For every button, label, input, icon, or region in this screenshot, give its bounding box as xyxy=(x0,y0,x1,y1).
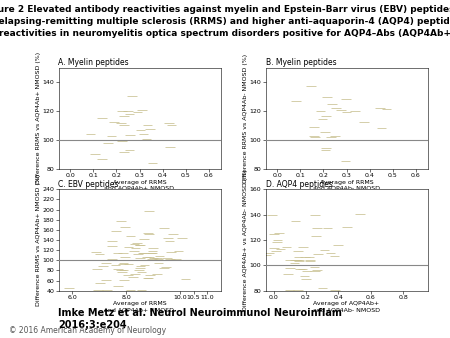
Text: C. EBV peptides: C. EBV peptides xyxy=(58,179,119,189)
Y-axis label: Difference RRMS vs AQP4Ab+ NMOSD (%): Difference RRMS vs AQP4Ab+ NMOSD (%) xyxy=(36,52,41,184)
X-axis label: Average of RRMS
and AQP4Ab- NMOSD: Average of RRMS and AQP4Ab- NMOSD xyxy=(313,179,380,190)
Y-axis label: Difference RRMS vs AQP4Ab+ NMOSD (%): Difference RRMS vs AQP4Ab+ NMOSD (%) xyxy=(36,174,41,306)
Text: Figure 2 Elevated antibody reactivities against myelin and Epstein-Barr virus (E: Figure 2 Elevated antibody reactivities … xyxy=(0,5,450,38)
Y-axis label: Difference RRMS vs AQP4Ab- NMOSD (%): Difference RRMS vs AQP4Ab- NMOSD (%) xyxy=(243,54,248,183)
Text: Imke Metz et al. Neurol Neuroimmunol Neuroinflam
2016;3:e204: Imke Metz et al. Neurol Neuroimmunol Neu… xyxy=(58,308,342,330)
Text: © 2016 American Academy of Neurology: © 2016 American Academy of Neurology xyxy=(9,325,166,335)
Y-axis label: Difference AQP4Ab+ vs AQP4Ab- NMOSD (%): Difference AQP4Ab+ vs AQP4Ab- NMOSD (%) xyxy=(243,169,248,311)
Text: A. Myelin peptides: A. Myelin peptides xyxy=(58,58,129,67)
X-axis label: Average of AQP4Ab+
and AQP4Ab- NMOSD: Average of AQP4Ab+ and AQP4Ab- NMOSD xyxy=(313,301,380,312)
Text: D. AQP4 peptides: D. AQP4 peptides xyxy=(266,179,332,189)
Text: B. Myelin peptides: B. Myelin peptides xyxy=(266,58,336,67)
X-axis label: Average of RRMS
and AQP4Ab+ NMOSD: Average of RRMS and AQP4Ab+ NMOSD xyxy=(104,179,175,190)
X-axis label: Average of RRMS
and AQP4Ab+ NMOSD: Average of RRMS and AQP4Ab+ NMOSD xyxy=(104,301,175,312)
